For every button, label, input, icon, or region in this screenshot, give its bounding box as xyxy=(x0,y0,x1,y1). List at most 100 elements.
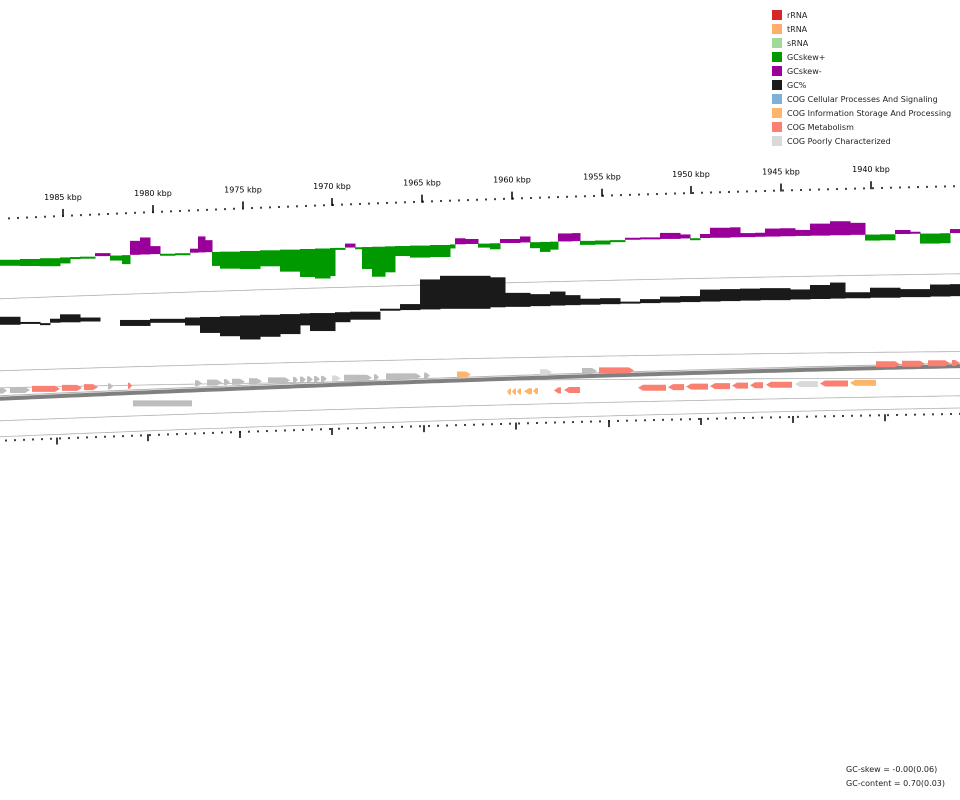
gc-content-bar xyxy=(760,288,791,301)
gc-skew-bar xyxy=(385,246,396,273)
gene-arrow-forward xyxy=(902,360,925,367)
gene-arrow-forward xyxy=(268,377,290,384)
gc-skew-bar xyxy=(198,236,206,253)
legend-label: GC% xyxy=(787,80,807,90)
gc-skew-bar xyxy=(910,231,921,234)
gc-content-bar xyxy=(530,294,551,307)
legend-item-cog-poorly: COG Poorly Characterized xyxy=(772,134,951,148)
gc-content-bar xyxy=(950,284,960,297)
gc-skew-bar xyxy=(355,247,363,250)
gc-skew-bar xyxy=(260,250,281,267)
gc-skew-bar xyxy=(190,248,199,253)
legend-item-gcskew-minus: GCskew- xyxy=(772,64,951,78)
gc-skew-bar xyxy=(640,237,661,240)
legend-swatch xyxy=(772,38,782,48)
gc-skew-bar xyxy=(330,248,336,277)
gene-arrow-forward xyxy=(207,379,222,386)
gc-skew-bar xyxy=(410,245,431,258)
gc-skew-bar xyxy=(465,238,479,244)
gene-arrow-reverse xyxy=(820,380,848,387)
ruler-label: 1950 kbp xyxy=(672,170,710,179)
legend-swatch xyxy=(772,66,782,76)
gene-arrow-forward xyxy=(293,376,298,383)
gc-content-bar xyxy=(185,317,201,326)
ruler-label: 1945 kbp xyxy=(762,168,800,177)
gc-skew-bar xyxy=(830,221,851,236)
legend-label: rRNA xyxy=(787,10,808,20)
gc-content-bar xyxy=(620,301,641,304)
gc-skew-bar xyxy=(755,232,766,237)
genome-backbone xyxy=(0,362,960,401)
gene-arrow-forward xyxy=(128,382,132,389)
gene-arrow-forward xyxy=(32,385,60,392)
legend-label: COG Information Storage And Processing xyxy=(787,108,952,118)
gc-skew-bar xyxy=(70,257,81,260)
gene-arrow-reverse xyxy=(850,379,876,386)
gc-skew-bar xyxy=(430,244,451,257)
gc-skew-bar xyxy=(810,223,831,236)
legend-item-srna: sRNA xyxy=(772,36,951,50)
gc-skew-bar xyxy=(558,233,573,242)
gene-arrow-reverse xyxy=(507,388,511,395)
gene-arrow-forward xyxy=(314,376,320,383)
gc-skew-bar xyxy=(795,229,811,236)
gene-arrow-forward xyxy=(321,375,327,382)
gc-skew-bar xyxy=(335,247,346,250)
gc-skew-bar xyxy=(478,243,491,248)
gc-content-track xyxy=(0,275,960,340)
gc-content-stat: GC-content = 0.70(0.03) xyxy=(846,777,945,791)
gene-arrow-forward xyxy=(249,378,262,385)
legend-item-gc-percent: GC% xyxy=(772,78,951,92)
gc-skew-bar xyxy=(140,237,151,255)
gc-skew-bar xyxy=(500,239,521,244)
gc-content-bar xyxy=(60,314,81,323)
gc-content-bar xyxy=(790,289,811,300)
outer-ruler: 1985 kbp 1980 kbp 1975 kbp 1970 kbp 1965 kbp… xyxy=(8,165,955,220)
gc-skew-bar xyxy=(175,253,191,256)
gc-content-bar xyxy=(900,289,931,298)
gc-content-bar xyxy=(550,291,566,306)
legend-item-trna: tRNA xyxy=(772,22,951,36)
gc-content-bar xyxy=(580,298,601,305)
gc-skew-bar xyxy=(280,249,301,272)
legend-label: GCskew- xyxy=(787,66,822,76)
gc-skew-bar xyxy=(850,222,866,235)
gene-arrow-reverse xyxy=(766,381,792,388)
guide-arc xyxy=(0,395,960,422)
gc-skew-bar xyxy=(730,227,741,238)
gene-arrow-reverse xyxy=(533,387,538,394)
gc-content-bar xyxy=(440,275,491,309)
gc-content-bar xyxy=(490,277,506,308)
gc-skew-bar xyxy=(362,247,373,270)
gc-skew-bar xyxy=(20,258,41,266)
gc-content-bar xyxy=(0,316,21,325)
gc-content-bar xyxy=(830,282,846,299)
gc-content-bar xyxy=(120,319,151,326)
ruler-label: 1960 kbp xyxy=(493,176,531,185)
backbone-highlight xyxy=(0,362,960,397)
ruler-label: 1940 kbp xyxy=(852,165,890,174)
legend-item-cog-information: COG Information Storage And Processing xyxy=(772,106,951,120)
inner-ruler xyxy=(5,412,960,445)
gene-arrow-forward xyxy=(582,368,597,375)
gene-arrow-forward xyxy=(224,379,230,386)
gene-arrow-reverse xyxy=(524,388,532,395)
gc-content-bar xyxy=(505,292,531,307)
gc-skew-bar xyxy=(212,251,221,266)
gene-arrow-forward xyxy=(424,372,430,379)
gc-skew-bar xyxy=(0,259,21,266)
gc-skew-bar xyxy=(60,257,71,264)
gc-content-bar xyxy=(600,298,621,305)
gc-skew-bar xyxy=(865,234,881,241)
gene-arrow-forward xyxy=(10,386,30,393)
gc-skew-bar xyxy=(895,230,911,235)
gene-arrow-forward xyxy=(599,367,634,374)
ruler-label: 1985 kbp xyxy=(44,193,82,202)
gc-skew-bar xyxy=(710,227,731,238)
gc-skew-bar xyxy=(122,255,131,265)
gc-skew-bar xyxy=(455,238,466,245)
gc-skew-bar xyxy=(40,258,61,267)
gene-arrow-forward xyxy=(332,375,341,382)
gc-skew-bar xyxy=(80,256,96,259)
legend-swatch xyxy=(772,94,782,104)
